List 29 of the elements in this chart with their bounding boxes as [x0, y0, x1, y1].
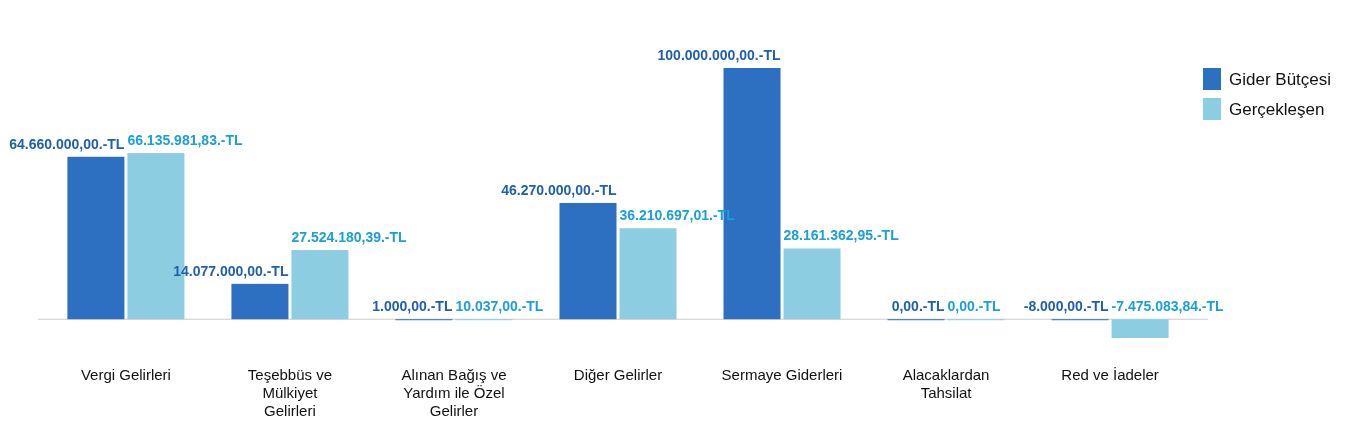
- bar: [67, 156, 125, 320]
- x-tick-label: Red ve İadeler: [1061, 366, 1159, 383]
- legend-label: Gerçekleşen: [1229, 100, 1325, 119]
- data-label: 1.000,00.-TL: [372, 298, 453, 315]
- data-label: 0,00.-TL: [891, 298, 945, 315]
- data-label: 14.077.000,00.-TL: [173, 262, 289, 279]
- x-tick-label: Alınan Bağış ve Yardım ile Özel Gelirler: [401, 366, 507, 419]
- bar: [231, 283, 289, 320]
- x-tick-label: Alacaklardan Tahsilat: [902, 366, 990, 401]
- data-label: 64.660.000,00.-TL: [9, 135, 125, 152]
- data-label: -8.000,00.-TL: [1023, 298, 1110, 315]
- data-label: 10.037,00.-TL: [455, 298, 544, 315]
- bar: [291, 250, 349, 320]
- x-tick-label: Teşebbüs ve Mülkiyet Gelirleri: [247, 366, 333, 419]
- data-label: 27.524.180,39.-TL: [291, 229, 408, 246]
- bar: [619, 228, 677, 320]
- legend-label: Gider Bütçesi: [1229, 70, 1332, 89]
- data-label: 46.270.000,00.-TL: [501, 181, 617, 198]
- bar: [559, 202, 617, 320]
- data-label: -7.475.083,84.-TL: [1111, 298, 1225, 315]
- data-label: 28.161.362,95.-TL: [783, 227, 900, 244]
- bar: [1111, 319, 1169, 338]
- bar: [783, 248, 841, 320]
- x-tick-label: Vergi Gelirleri: [80, 366, 171, 383]
- data-label: 100.000.000,00.-TL: [657, 47, 781, 63]
- x-tick-label: Sermaye Giderleri: [721, 366, 843, 383]
- data-label: 0,00.-TL: [947, 298, 1001, 315]
- x-tick-label: Diğer Gelirler: [573, 366, 663, 383]
- data-label: 66.135.981,83.-TL: [127, 132, 244, 149]
